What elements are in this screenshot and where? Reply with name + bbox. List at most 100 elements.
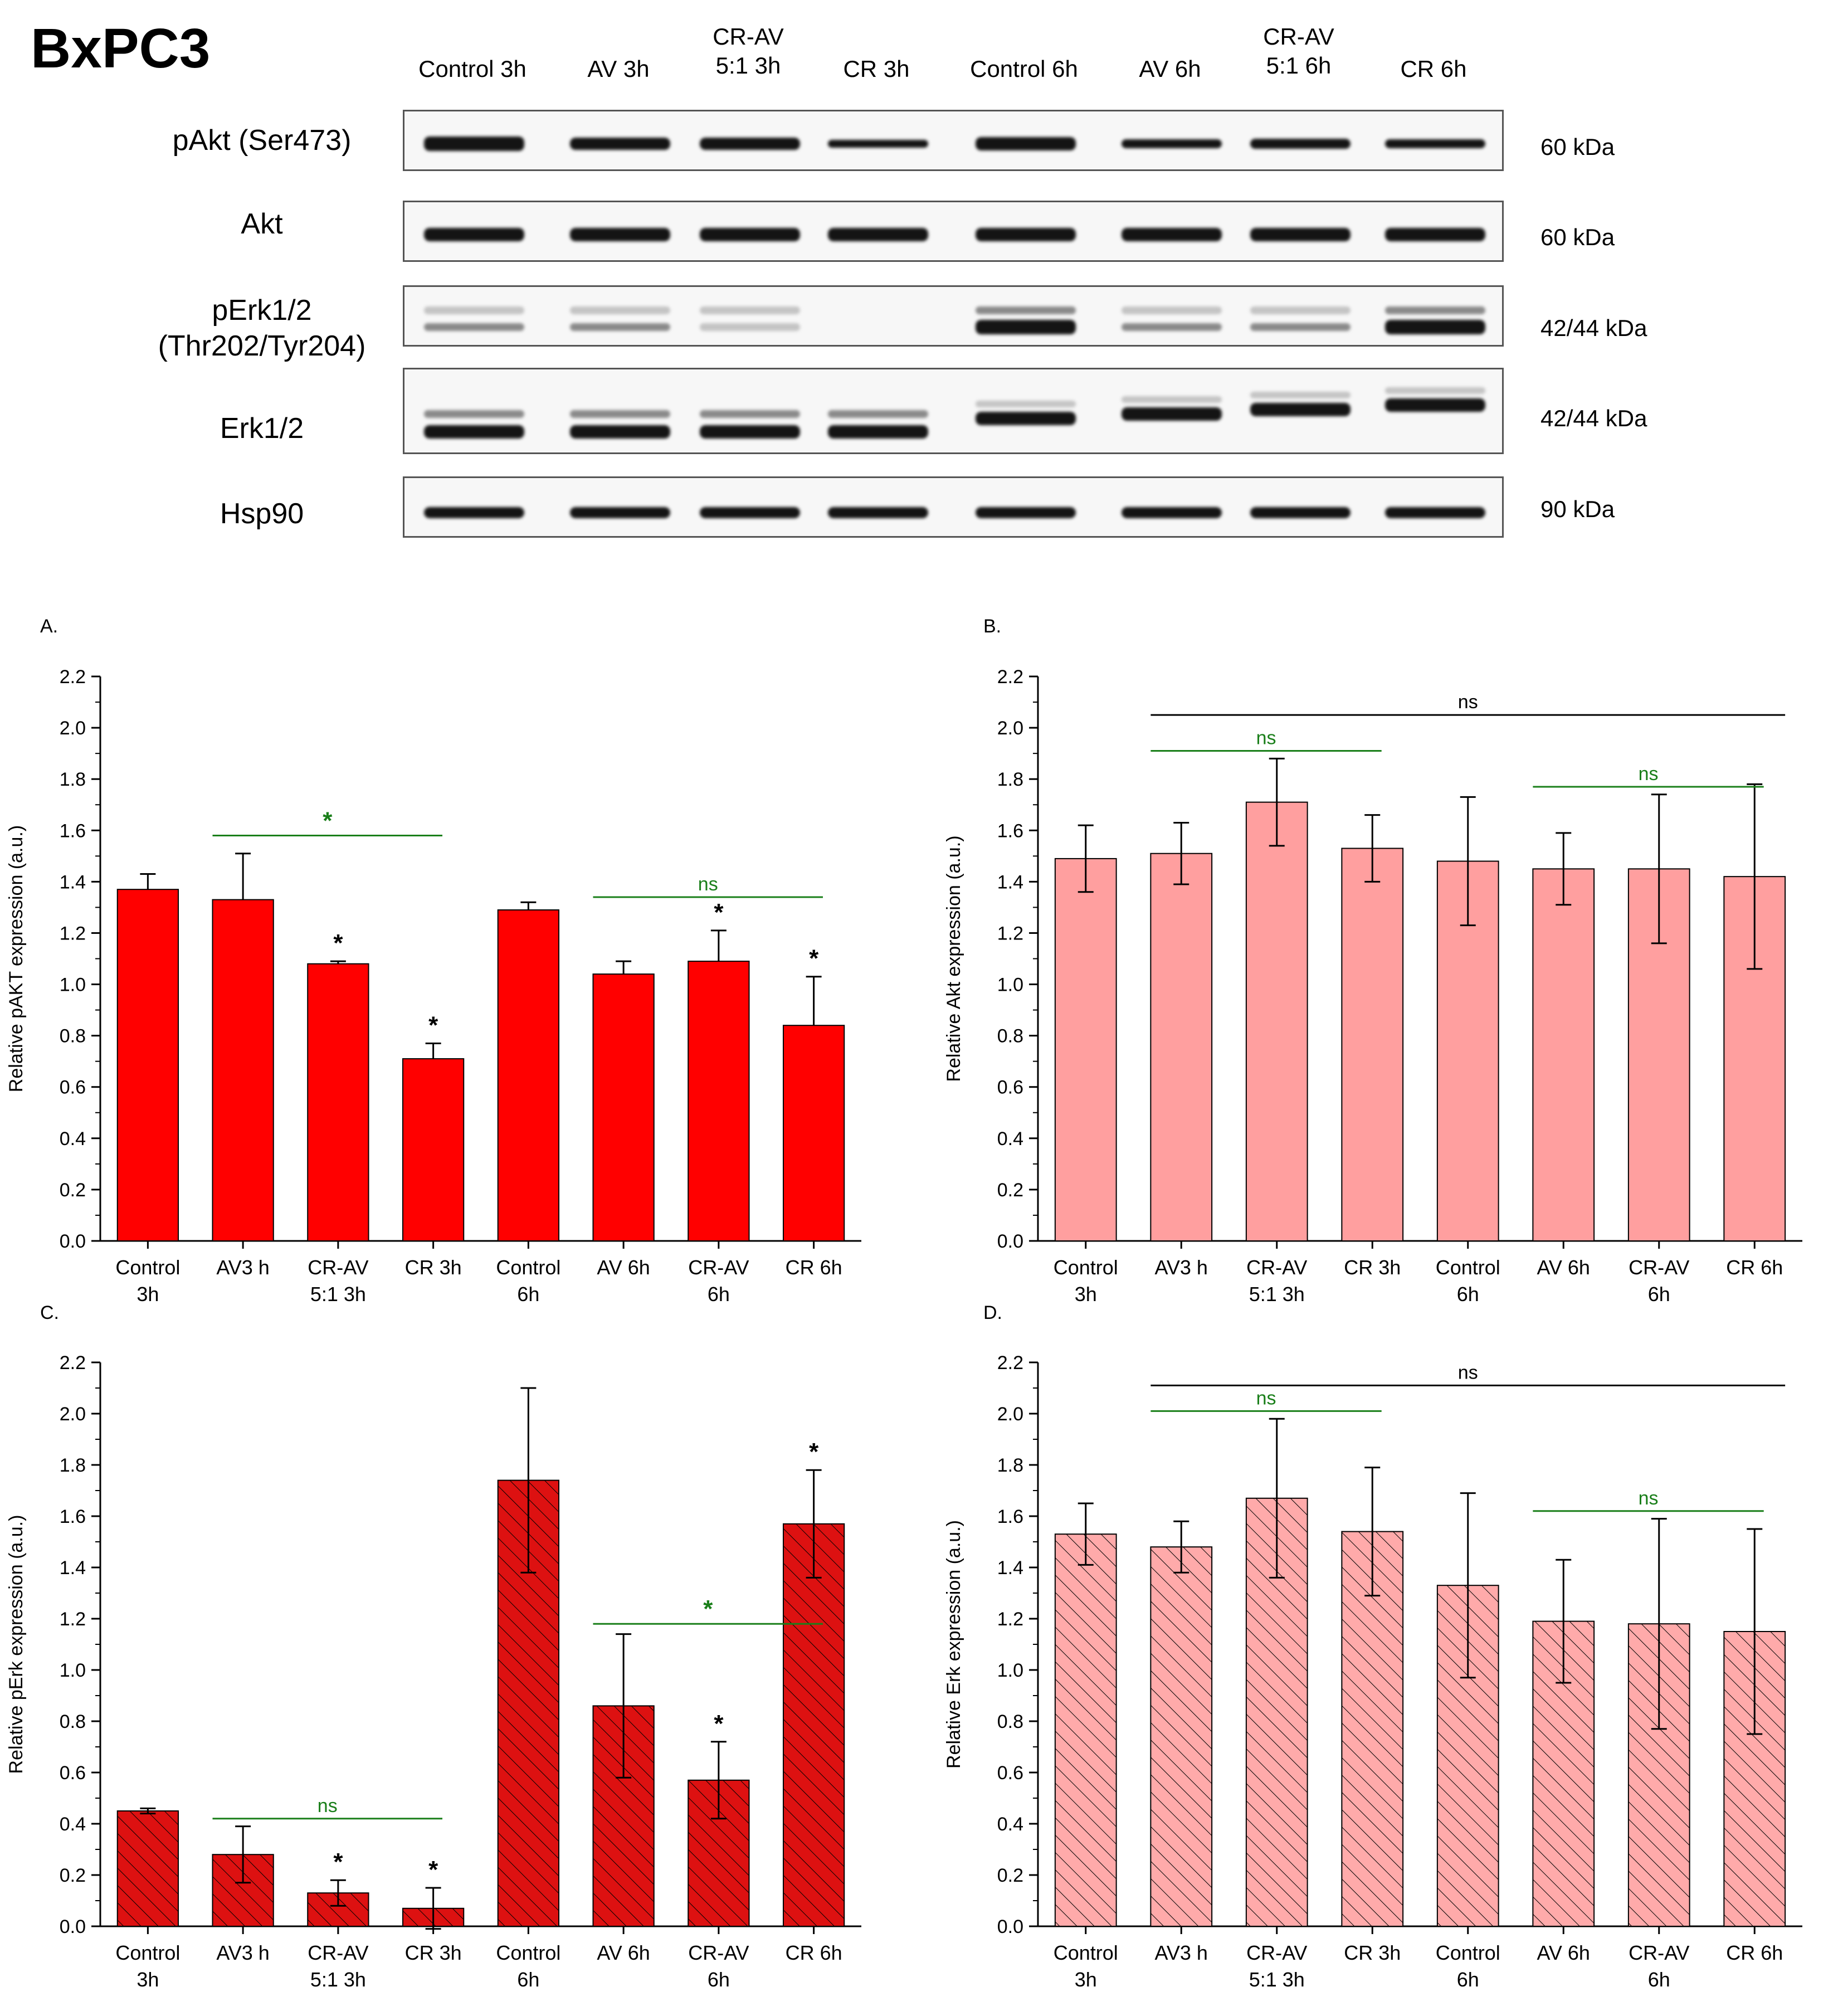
blot-row-label: Akt bbox=[241, 208, 283, 240]
x-tick-label: AV3 h bbox=[216, 1941, 269, 1964]
x-tick-label: AV 6h bbox=[1537, 1941, 1590, 1964]
blot-band bbox=[570, 507, 670, 518]
y-axis-label: Relative pErk expression (a.u.) bbox=[6, 1515, 27, 1774]
significance-label: ns bbox=[698, 874, 718, 895]
y-tick-label: 0.8 bbox=[60, 1026, 86, 1047]
y-tick-label: 0.0 bbox=[997, 1231, 1023, 1252]
blot-band bbox=[1122, 396, 1222, 403]
significance-star: * bbox=[809, 1438, 819, 1465]
x-tick-label: 6h bbox=[708, 1283, 730, 1306]
y-tick-label: 1.8 bbox=[60, 769, 86, 790]
significance-star: * bbox=[714, 1710, 724, 1737]
y-tick-label: 2.2 bbox=[60, 666, 86, 688]
y-tick-label: 2.0 bbox=[60, 718, 86, 739]
x-tick-label: AV3 h bbox=[1155, 1941, 1208, 1964]
x-tick-label: AV 6h bbox=[1537, 1256, 1590, 1279]
blot-band bbox=[1250, 403, 1351, 416]
bar bbox=[782, 1025, 845, 1241]
y-tick-label: 0.2 bbox=[997, 1865, 1023, 1886]
y-tick-label: 0.6 bbox=[997, 1762, 1023, 1784]
y-axis-label: Relative Erk expression (a.u.) bbox=[943, 1520, 964, 1769]
y-tick-label: 1.2 bbox=[60, 1609, 86, 1630]
bar bbox=[116, 889, 179, 1241]
blot-band bbox=[1385, 507, 1485, 518]
x-tick-label: 3h bbox=[1075, 1283, 1097, 1306]
x-tick-label: 6h bbox=[708, 1968, 730, 1991]
bar bbox=[402, 1058, 465, 1241]
x-tick-label: Control bbox=[496, 1941, 560, 1964]
bar bbox=[1341, 848, 1404, 1241]
blot-band bbox=[424, 137, 524, 151]
y-tick-label: 0.4 bbox=[60, 1814, 86, 1835]
x-tick-label: 6h bbox=[1648, 1283, 1670, 1306]
blot-band bbox=[828, 410, 928, 418]
blot-band bbox=[570, 425, 670, 439]
lane-label: Control 3h bbox=[418, 56, 526, 82]
bar bbox=[1150, 1546, 1213, 1927]
significance-label: ns bbox=[1256, 1387, 1276, 1409]
y-tick-label: 1.2 bbox=[997, 923, 1023, 944]
y-tick-label: 1.0 bbox=[60, 1660, 86, 1681]
x-tick-label: CR 3h bbox=[1344, 1941, 1401, 1964]
x-tick-label: CR 3h bbox=[1344, 1256, 1401, 1279]
significance-label: ns bbox=[1256, 728, 1276, 749]
y-tick-label: 2.2 bbox=[60, 1352, 86, 1374]
blot-band bbox=[570, 410, 670, 418]
y-tick-label: 1.4 bbox=[60, 871, 86, 893]
significance-label: ns bbox=[1458, 1362, 1478, 1383]
blot-band bbox=[570, 306, 670, 314]
y-tick-label: 1.4 bbox=[997, 1557, 1023, 1579]
x-tick-label: CR-AV bbox=[1246, 1941, 1307, 1964]
blot-band bbox=[976, 401, 1076, 407]
significance-label: * bbox=[323, 807, 333, 834]
significance-star: * bbox=[428, 1011, 438, 1039]
x-tick-label: 5:1 3h bbox=[1249, 1283, 1305, 1306]
x-tick-label: Control bbox=[115, 1941, 180, 1964]
bar bbox=[307, 963, 369, 1242]
significance-star: * bbox=[714, 899, 724, 926]
blot-band bbox=[1122, 507, 1222, 518]
blot-band bbox=[828, 425, 928, 439]
x-tick-label: CR 6h bbox=[1726, 1256, 1783, 1279]
blot-kda-label: 60 kDa bbox=[1540, 134, 1615, 160]
y-tick-label: 0.2 bbox=[60, 1865, 86, 1886]
panel-label: A. bbox=[40, 616, 58, 637]
blot-row-label: pAkt (Ser473) bbox=[172, 124, 352, 157]
bar bbox=[688, 961, 750, 1241]
blot-row-label: pErk1/2 (Thr202/Tyr204) bbox=[158, 294, 366, 362]
x-tick-label: CR-AV bbox=[1629, 1256, 1689, 1279]
y-tick-label: 1.8 bbox=[60, 1455, 86, 1476]
significance-star: * bbox=[809, 945, 819, 972]
blot-band bbox=[1250, 139, 1351, 149]
y-tick-label: 0.6 bbox=[60, 1077, 86, 1098]
blot-band bbox=[1122, 228, 1222, 241]
blot-band bbox=[570, 323, 670, 331]
y-tick-label: 2.0 bbox=[60, 1404, 86, 1425]
x-tick-label: AV 6h bbox=[597, 1256, 650, 1279]
blot-band bbox=[424, 228, 524, 241]
x-tick-label: 6h bbox=[517, 1283, 539, 1306]
blot-band bbox=[1250, 323, 1351, 331]
blot-band bbox=[424, 323, 524, 331]
bar bbox=[782, 1523, 845, 1927]
significance-star: * bbox=[428, 1856, 438, 1883]
y-tick-label: 1.6 bbox=[60, 820, 86, 841]
y-tick-label: 0.8 bbox=[997, 1711, 1023, 1732]
x-tick-label: CR-AV bbox=[308, 1941, 368, 1964]
significance-label: ns bbox=[318, 1795, 338, 1817]
x-tick-label: 5:1 3h bbox=[1249, 1968, 1305, 1991]
bar bbox=[1150, 853, 1213, 1241]
bar bbox=[497, 909, 560, 1242]
x-tick-label: 5:1 3h bbox=[310, 1968, 366, 1991]
x-tick-label: 3h bbox=[136, 1283, 159, 1306]
blot-strip bbox=[403, 476, 1504, 538]
x-tick-label: CR 6h bbox=[1726, 1941, 1783, 1964]
y-tick-label: 0.4 bbox=[997, 1814, 1023, 1835]
blot-strip bbox=[403, 201, 1504, 262]
blot-band bbox=[700, 323, 800, 331]
blot-band bbox=[1250, 507, 1351, 518]
bar bbox=[1054, 1533, 1117, 1927]
blot-band bbox=[976, 507, 1076, 518]
y-tick-label: 1.2 bbox=[60, 923, 86, 944]
